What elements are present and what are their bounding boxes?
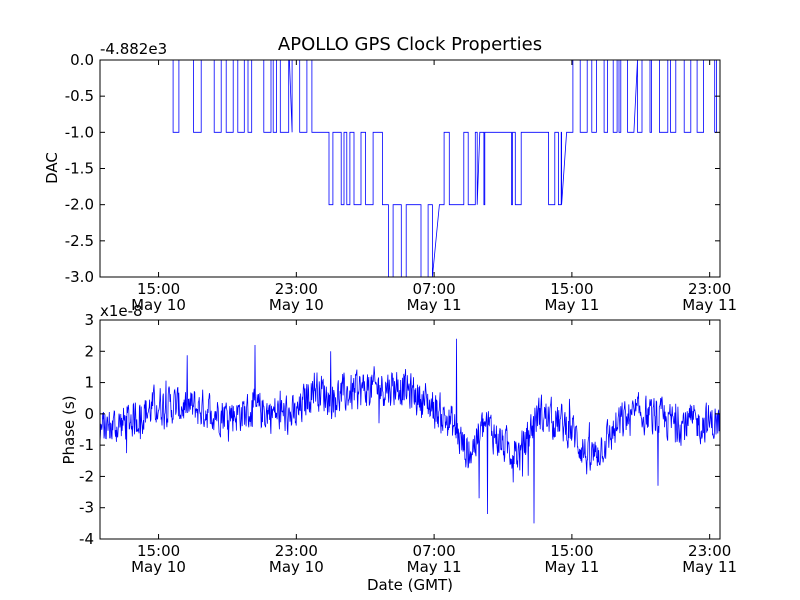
phase-xlabel: Date (GMT) [367,576,453,594]
phase-xtick-label-time: 07:00 [412,542,455,560]
phase-xtick-label-date: May 11 [682,558,737,576]
dac-ytick-label: -1.5 [65,160,94,178]
dac-xtick-label-time: 23:00 [275,280,318,298]
dac-xtick-label-date: May 10 [269,296,324,314]
phase-xtick-label-time: 23:00 [688,542,731,560]
phase-xtick-label-date: May 11 [407,558,462,576]
chart-title: APOLLO GPS Clock Properties [278,34,542,55]
dac-xtick-label-time: 07:00 [412,280,455,298]
phase-ytick-label: -3 [79,499,94,517]
dac-xtick-label-time: 15:00 [137,280,180,298]
dac-ytick-label: -3.0 [65,268,94,286]
phase-ytick-label: 1 [84,374,94,392]
dac-xtick-label-date: May 11 [544,296,599,314]
phase-xtick-label-date: May 10 [131,558,186,576]
dac-ytick-label: 0.0 [70,51,94,69]
phase-xtick-label-time: 23:00 [275,542,318,560]
phase-ytick-label: 0 [84,405,94,423]
dac-xtick-label-date: May 11 [682,296,737,314]
dac-ylabel: DAC [43,152,61,184]
dac-axes-frame [99,59,721,278]
phase-xtick-label-time: 15:00 [137,542,180,560]
phase-axes-frame [99,319,721,540]
dac-ytick-label: -2.0 [65,196,94,214]
dac-xtick-label-date: May 10 [131,296,186,314]
dac-xtick-label-time: 23:00 [688,280,731,298]
phase-xtick-label-time: 15:00 [550,542,593,560]
phase-ylabel: Phase (s) [60,395,78,464]
phase-series-line [100,338,720,524]
dac-ytick-label: -1.0 [65,123,94,141]
dac-plot-area [166,60,720,277]
phase-plot-area [100,338,720,524]
dac-ytick-label: -0.5 [65,87,94,105]
phase-xtick-label-date: May 11 [544,558,599,576]
dac-xtick-label-date: May 11 [407,296,462,314]
dac-ytick-label: -2.5 [65,232,94,250]
dac-series-line [166,60,720,277]
dac-offset-text: -4.882e3 [100,40,167,58]
dac-xtick-label-time: 15:00 [550,280,593,298]
phase-ytick-label: -1 [79,436,94,454]
phase-offset-text: x1e-8 [100,302,143,320]
phase-ytick-label: 2 [84,342,94,360]
phase-ytick-label: -2 [79,467,94,485]
phase-ytick-label: -4 [79,530,94,548]
phase-ytick-label: 3 [84,311,94,329]
phase-xtick-label-date: May 10 [269,558,324,576]
